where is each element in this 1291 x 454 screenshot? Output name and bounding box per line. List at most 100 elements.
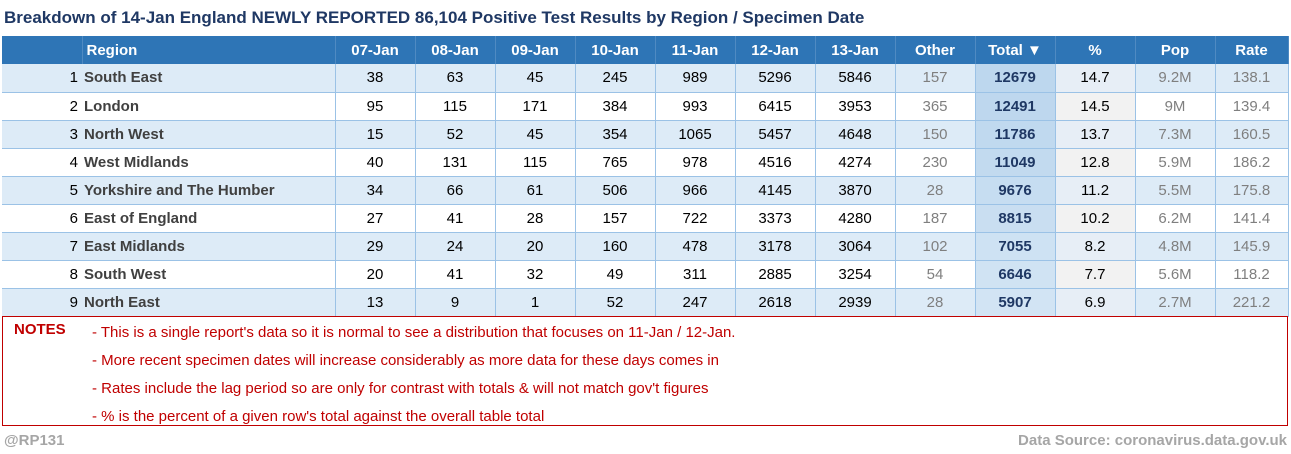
value-rate: 141.4 bbox=[1215, 204, 1289, 233]
value-10-jan: 157 bbox=[575, 204, 656, 233]
value-pct: 12.8 bbox=[1055, 148, 1136, 177]
column-header-09-jan[interactable]: 09-Jan bbox=[495, 36, 576, 64]
rank-cell: 3 bbox=[2, 120, 82, 149]
table-header-row: Region 07-Jan 08-Jan 09-Jan 10-Jan 11-Ja… bbox=[2, 36, 1289, 64]
column-header-rate[interactable]: Rate bbox=[1215, 36, 1289, 64]
column-header-other[interactable]: Other bbox=[895, 36, 976, 64]
value-08-jan: 63 bbox=[415, 64, 496, 93]
notes-label: NOTES bbox=[14, 321, 66, 338]
value-13-jan: 3953 bbox=[815, 92, 896, 121]
region-cell: East Midlands bbox=[82, 232, 336, 261]
column-header-rank[interactable] bbox=[2, 36, 83, 64]
value-total: 7055 bbox=[975, 232, 1056, 261]
value-09-jan: 32 bbox=[495, 260, 576, 289]
rank-cell: 1 bbox=[2, 64, 82, 93]
value-pct: 11.2 bbox=[1055, 176, 1136, 205]
value-12-jan: 3178 bbox=[735, 232, 816, 261]
value-10-jan: 354 bbox=[575, 120, 656, 149]
value-pop: 5.6M bbox=[1135, 260, 1216, 289]
value-07-jan: 15 bbox=[335, 120, 416, 149]
value-10-jan: 384 bbox=[575, 92, 656, 121]
value-11-jan: 1065 bbox=[655, 120, 736, 149]
rank-cell: 9 bbox=[2, 288, 82, 317]
table-body: 1 South East 38 63 45 245 989 5296 5846 157 12679 1… bbox=[2, 64, 1289, 317]
column-header-total[interactable]: Total ▼ bbox=[975, 36, 1056, 64]
value-13-jan: 4274 bbox=[815, 148, 896, 177]
region-cell: West Midlands bbox=[82, 148, 336, 177]
value-pct: 10.2 bbox=[1055, 204, 1136, 233]
rank-cell: 2 bbox=[2, 92, 82, 121]
value-10-jan: 506 bbox=[575, 176, 656, 205]
value-12-jan: 5457 bbox=[735, 120, 816, 149]
value-other: 187 bbox=[895, 204, 976, 233]
column-header-11-jan[interactable]: 11-Jan bbox=[655, 36, 736, 64]
rank-cell: 6 bbox=[2, 204, 82, 233]
value-13-jan: 4280 bbox=[815, 204, 896, 233]
value-12-jan: 2885 bbox=[735, 260, 816, 289]
value-10-jan: 160 bbox=[575, 232, 656, 261]
column-header-10-jan[interactable]: 10-Jan bbox=[575, 36, 656, 64]
value-pct: 6.9 bbox=[1055, 288, 1136, 317]
value-08-jan: 131 bbox=[415, 148, 496, 177]
value-10-jan: 765 bbox=[575, 148, 656, 177]
value-rate: 145.9 bbox=[1215, 232, 1289, 261]
table-row: 6 East of England 27 41 28 157 722 3373 4280 187 8… bbox=[2, 204, 1289, 233]
value-08-jan: 41 bbox=[415, 260, 496, 289]
rank-cell: 5 bbox=[2, 176, 82, 205]
value-total: 12491 bbox=[975, 92, 1056, 121]
value-11-jan: 311 bbox=[655, 260, 736, 289]
value-10-jan: 52 bbox=[575, 288, 656, 317]
value-08-jan: 66 bbox=[415, 176, 496, 205]
value-total: 11049 bbox=[975, 148, 1056, 177]
column-header-07-jan[interactable]: 07-Jan bbox=[335, 36, 416, 64]
table-row: 7 East Midlands 29 24 20 160 478 3178 3064 102 705… bbox=[2, 232, 1289, 261]
column-header-12-jan[interactable]: 12-Jan bbox=[735, 36, 816, 64]
value-09-jan: 45 bbox=[495, 120, 576, 149]
value-11-jan: 978 bbox=[655, 148, 736, 177]
column-header-pct[interactable]: % bbox=[1055, 36, 1136, 64]
value-pop: 5.9M bbox=[1135, 148, 1216, 177]
value-pct: 14.5 bbox=[1055, 92, 1136, 121]
region-cell: South East bbox=[82, 64, 336, 93]
value-pct: 7.7 bbox=[1055, 260, 1136, 289]
note-item: - More recent specimen dates will increa… bbox=[92, 352, 719, 369]
value-pop: 2.7M bbox=[1135, 288, 1216, 317]
value-pop: 9.2M bbox=[1135, 64, 1216, 93]
author-handle: @RP131 bbox=[4, 432, 65, 449]
value-rate: 139.4 bbox=[1215, 92, 1289, 121]
value-07-jan: 34 bbox=[335, 176, 416, 205]
value-11-jan: 722 bbox=[655, 204, 736, 233]
column-header-08-jan[interactable]: 08-Jan bbox=[415, 36, 496, 64]
value-09-jan: 61 bbox=[495, 176, 576, 205]
value-12-jan: 5296 bbox=[735, 64, 816, 93]
value-07-jan: 95 bbox=[335, 92, 416, 121]
value-07-jan: 40 bbox=[335, 148, 416, 177]
value-10-jan: 49 bbox=[575, 260, 656, 289]
column-header-13-jan[interactable]: 13-Jan bbox=[815, 36, 896, 64]
value-07-jan: 29 bbox=[335, 232, 416, 261]
column-header-region[interactable]: Region bbox=[82, 36, 336, 64]
value-13-jan: 3064 bbox=[815, 232, 896, 261]
column-header-pop[interactable]: Pop bbox=[1135, 36, 1216, 64]
value-12-jan: 6415 bbox=[735, 92, 816, 121]
value-pct: 13.7 bbox=[1055, 120, 1136, 149]
table-row: 4 West Midlands 40 131 115 765 978 4516 4274 230 1… bbox=[2, 148, 1289, 177]
region-cell: North East bbox=[82, 288, 336, 317]
value-08-jan: 24 bbox=[415, 232, 496, 261]
value-07-jan: 27 bbox=[335, 204, 416, 233]
value-13-jan: 3870 bbox=[815, 176, 896, 205]
value-other: 54 bbox=[895, 260, 976, 289]
value-pop: 4.8M bbox=[1135, 232, 1216, 261]
value-other: 102 bbox=[895, 232, 976, 261]
value-09-jan: 28 bbox=[495, 204, 576, 233]
notes-list: - This is a single report's data so it i… bbox=[92, 319, 735, 431]
table-row: 9 North East 13 9 1 52 247 2618 2939 28 5907 6.9 2.7… bbox=[2, 288, 1289, 317]
table-row: 1 South East 38 63 45 245 989 5296 5846 157 12679 1… bbox=[2, 64, 1289, 93]
value-pct: 14.7 bbox=[1055, 64, 1136, 93]
table-row: 8 South West 20 41 32 49 311 2885 3254 54 6646 7.7 5… bbox=[2, 260, 1289, 289]
value-11-jan: 993 bbox=[655, 92, 736, 121]
value-09-jan: 171 bbox=[495, 92, 576, 121]
value-rate: 221.2 bbox=[1215, 288, 1289, 317]
value-13-jan: 3254 bbox=[815, 260, 896, 289]
value-pct: 8.2 bbox=[1055, 232, 1136, 261]
